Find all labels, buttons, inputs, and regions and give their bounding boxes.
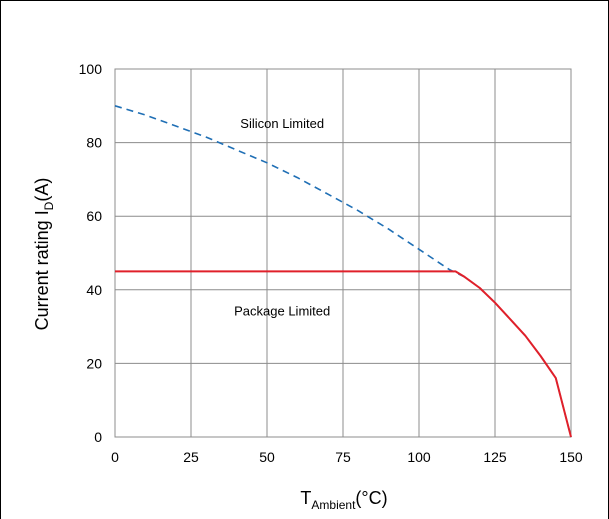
tick-labels: 0 25 50 75 100 125 150 0 20 40 60 80 100 [79,61,583,465]
x-tick-label: 50 [259,449,275,465]
y-axis-label: Current rating ID(A) [32,178,56,331]
series-group [114,105,572,438]
annotation-silicon-limited: Silicon Limited [240,116,324,131]
y-axis-label-suffix: (A) [32,178,52,202]
plot-border [114,68,572,438]
y-axis-label-subscript: D [42,201,56,210]
y-tick-label: 20 [86,355,102,371]
x-axis-label-subscript: Ambient [311,498,356,512]
series-line-package-limited [115,270,572,438]
x-axis-label-suffix: (°C) [355,488,387,508]
x-tick-label: 0 [111,449,119,465]
y-axis-label-main: Current rating I [32,210,52,330]
y-tick-label: 80 [86,135,102,151]
x-tick-label: 100 [407,449,431,465]
x-axis-label: TAmbient(°C) [300,488,387,512]
x-tick-label: 125 [483,449,507,465]
x-tick-label: 150 [559,449,583,465]
y-tick-label: 0 [94,429,102,445]
x-axis-label-main: T [300,488,311,508]
annotation-package-limited: Package Limited [234,304,330,319]
y-tick-label: 100 [79,61,103,77]
x-tick-label: 75 [335,449,351,465]
annotations: Silicon Limited Package Limited [234,116,330,319]
y-tick-label: 60 [86,208,102,224]
y-tick-label: 40 [86,282,102,298]
grid [114,68,572,438]
x-tick-label: 25 [183,449,199,465]
